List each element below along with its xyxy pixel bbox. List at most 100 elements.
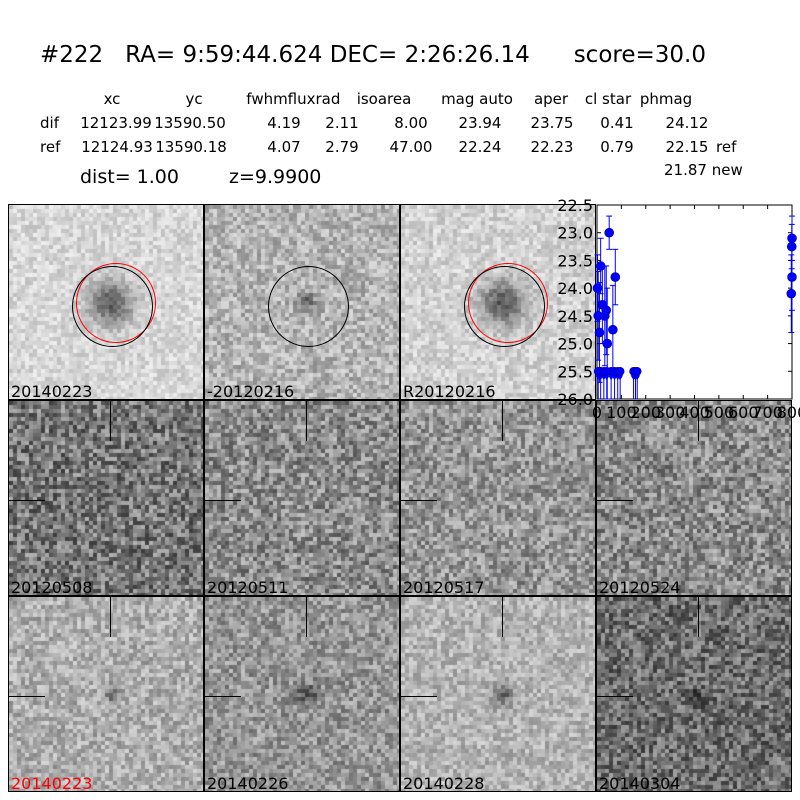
stamp-date-label: 20120511 — [207, 578, 289, 596]
data-point — [632, 366, 642, 376]
stamp-date-label: 20140223 — [11, 774, 93, 792]
column-header: mag auto — [441, 90, 513, 108]
image-stamp[interactable]: R20120216 — [400, 204, 596, 400]
crosshair-tick — [401, 696, 437, 697]
data-point — [608, 324, 618, 335]
data-point — [787, 272, 797, 282]
stamp-date-label: 20140226 — [207, 774, 289, 792]
light-curve-chart: 0100200300400500600700800 22.5 23.0 23.5 24.… — [557, 196, 800, 420]
stamp-image — [205, 597, 399, 791]
data-point — [601, 305, 612, 316]
y-tick-label: 22.5 — [557, 196, 593, 215]
stamp-image — [401, 401, 595, 595]
table-cell: 0.79 — [600, 138, 634, 156]
x-tick-label: 600 — [728, 403, 759, 420]
image-stamp[interactable]: 20140223 — [8, 204, 204, 400]
ra-value: 9:59:44.624 — [182, 42, 323, 68]
page-title: #222 RA= 9:59:44.624 DEC= 2:26:26.14 sco… — [40, 42, 706, 68]
column-header: fluxrad — [287, 90, 341, 108]
x-tick-label: 700 — [752, 403, 783, 420]
aperture-circle — [72, 266, 153, 347]
table-cell: 22.24 — [458, 138, 502, 156]
table-cell: 4.19 — [267, 114, 301, 132]
image-stamp[interactable]: 20120517 — [400, 400, 596, 596]
crosshair-tick — [597, 696, 633, 697]
new-label: new — [711, 161, 743, 179]
stamp-image — [597, 597, 791, 791]
data-point — [787, 233, 797, 244]
z-value: z=9.9900 — [229, 166, 322, 188]
image-stamp[interactable]: 20140223 — [8, 596, 204, 792]
stamp-image — [9, 401, 203, 595]
dist-value: dist= 1.00 — [80, 166, 179, 188]
table-cell: 2.11 — [325, 114, 359, 132]
image-stamp[interactable]: 20120511 — [204, 400, 400, 596]
crosshair-tick — [9, 500, 45, 501]
stamp-date-label: 20120517 — [403, 578, 485, 596]
crosshair-tick — [110, 401, 111, 441]
stamp-date-label: 20140223 — [11, 382, 93, 400]
aperture-circle — [268, 266, 349, 347]
column-header: cl star — [584, 90, 632, 108]
crosshair-tick — [205, 500, 241, 501]
crosshair-tick — [306, 597, 307, 637]
table-cell: 23.94 — [458, 114, 502, 132]
table-cell: 8.00 — [394, 114, 428, 132]
stamp-date-label: 20140304 — [599, 774, 681, 792]
image-stamp[interactable]: 20140228 — [400, 596, 596, 792]
candidate-id: #222 — [40, 42, 104, 68]
table-cell: 13590.18 — [155, 138, 227, 156]
y-tick-label: 23.5 — [557, 251, 593, 270]
y-tick-label: 25.0 — [557, 335, 593, 354]
crosshair-tick — [306, 401, 307, 441]
y-tick-label: 25.5 — [557, 362, 593, 381]
crosshair-tick — [597, 500, 633, 501]
stamp-image — [597, 401, 791, 595]
data-point — [604, 227, 614, 238]
table-cell: 12123.99 — [80, 114, 152, 132]
data-point — [615, 366, 625, 376]
column-header: phmag — [639, 90, 693, 108]
x-tick-label: 100 — [606, 403, 637, 420]
stamp-date-label: R20120216 — [403, 382, 496, 400]
x-tick-label: 200 — [630, 403, 661, 420]
crosshair-tick — [110, 597, 111, 637]
column-header: yc — [185, 90, 203, 108]
x-tick-label: 400 — [679, 403, 710, 420]
crosshair-tick — [502, 597, 503, 637]
image-stamp[interactable]: 20120524 — [596, 400, 792, 596]
data-point — [594, 327, 605, 338]
table-cell: 2.79 — [325, 138, 359, 156]
x-tick-label: 800 — [777, 403, 800, 420]
dec-label: DEC= — [329, 42, 398, 68]
y-tick-label: 26.0 — [557, 390, 593, 409]
image-stamp[interactable]: 20140304 — [596, 596, 792, 792]
table-cell: 12124.93 — [81, 138, 153, 156]
new-phmag-value: 21.87 — [664, 161, 707, 179]
crosshair-tick — [401, 500, 437, 501]
table-cell: 23.75 — [530, 114, 574, 132]
column-header: fwhm — [246, 90, 288, 108]
plot-frame — [596, 204, 793, 400]
table-cell: 22.15 — [665, 138, 709, 156]
y-tick-label: 23.0 — [557, 224, 593, 243]
table-cell: 24.12 — [665, 114, 709, 132]
new-phmag: 21.87 new — [664, 161, 743, 179]
ra-label: RA= — [125, 42, 176, 68]
y-tick-label: 24.0 — [557, 279, 593, 298]
data-point — [610, 272, 621, 282]
image-stamp[interactable]: 20140226 — [204, 596, 400, 792]
upper-limit-marker — [634, 375, 641, 381]
stamp-date-label: 20120524 — [599, 578, 681, 596]
crosshair-tick — [698, 401, 699, 441]
score: score=30.0 — [573, 42, 706, 68]
image-stamp[interactable]: -20120216 — [204, 204, 400, 400]
image-stamp[interactable]: 20120508 — [8, 400, 204, 596]
stamp-date-label: -20120216 — [207, 382, 295, 400]
table-cell: 13590.50 — [154, 114, 226, 132]
stamp-date-label: 20120508 — [11, 578, 93, 596]
row-note: ref — [716, 138, 737, 156]
x-tick-label: 300 — [655, 403, 686, 420]
stamp-image — [401, 597, 595, 791]
stamp-image — [205, 401, 399, 595]
